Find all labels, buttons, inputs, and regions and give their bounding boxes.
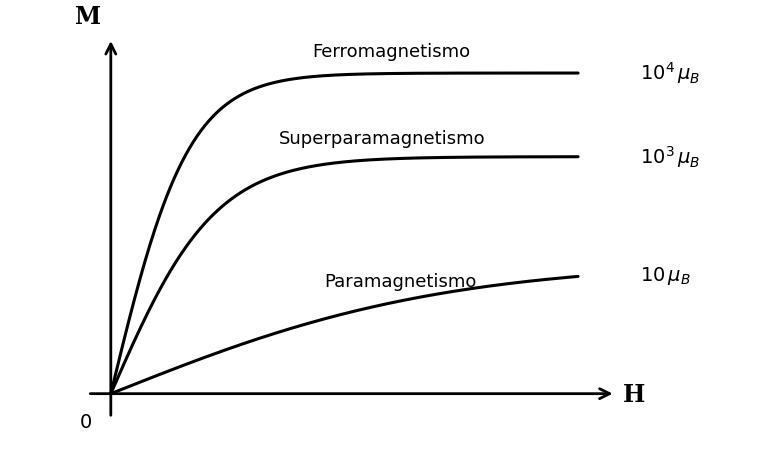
Text: Superparamagnetismo: Superparamagnetismo [279,130,485,148]
Text: $10\,\mu_B$: $10\,\mu_B$ [640,265,691,287]
Text: $10^3\,\mu_B$: $10^3\,\mu_B$ [640,144,701,170]
Text: M: M [75,6,102,30]
Text: Paramagnetismo: Paramagnetismo [324,273,476,291]
Text: Ferromagnetismo: Ferromagnetismo [312,43,470,61]
Text: $10^4\,\mu_B$: $10^4\,\mu_B$ [640,60,701,86]
Text: 0: 0 [80,413,92,432]
Text: H: H [622,383,645,407]
